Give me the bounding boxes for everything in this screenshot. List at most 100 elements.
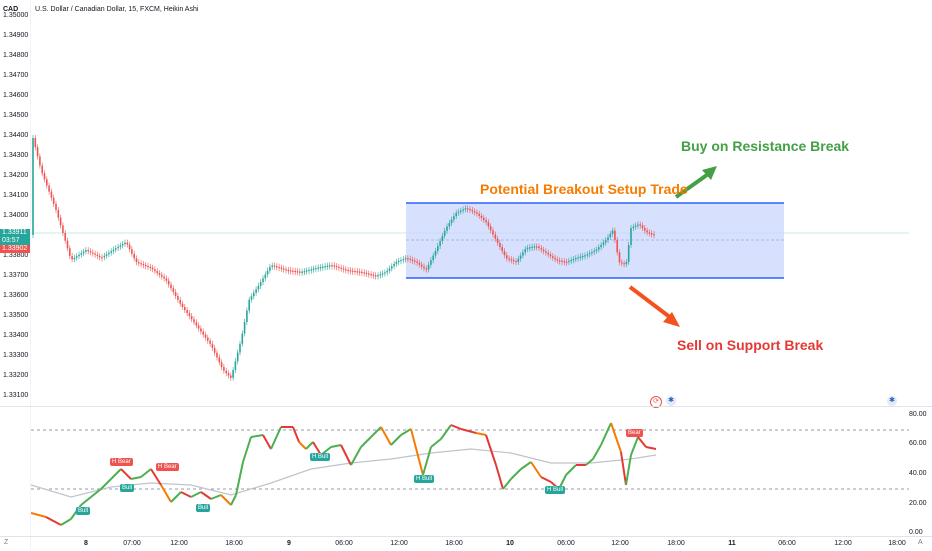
price-chart[interactable] — [31, 0, 909, 405]
candle — [115, 248, 117, 250]
osc-segment — [460, 428, 477, 434]
osc-segment — [220, 494, 232, 506]
candle — [634, 225, 637, 227]
osc-segment — [620, 451, 627, 486]
timezone-toggle[interactable]: Z — [4, 539, 9, 546]
osc-segment — [450, 424, 462, 430]
candle — [420, 264, 423, 267]
candle — [172, 288, 175, 293]
candle — [218, 357, 221, 363]
signal-h-bull: H Bull — [310, 453, 331, 461]
osc-segment — [422, 446, 432, 476]
candle — [287, 270, 290, 272]
candle — [296, 271, 299, 273]
price-axis[interactable] — [0, 0, 31, 550]
alert-clock-icon[interactable]: ⟳ — [650, 396, 662, 408]
candle — [547, 252, 549, 255]
candle — [593, 250, 595, 253]
candle — [335, 266, 338, 268]
candle — [124, 242, 126, 244]
candle — [331, 265, 333, 267]
candle — [71, 256, 73, 260]
price-axis-label: 1.34700 — [3, 72, 29, 79]
candle — [128, 244, 131, 250]
candle — [487, 222, 490, 227]
candle — [232, 370, 234, 378]
time-axis[interactable]: 8 07:00 12:00 18:00 9 06:00 12:00 18:00 … — [0, 536, 932, 551]
candle — [73, 257, 76, 260]
candle — [577, 257, 579, 259]
osc-segment — [502, 478, 512, 490]
candle — [253, 292, 255, 297]
candle — [220, 362, 223, 368]
candle — [64, 233, 66, 241]
candle — [623, 263, 625, 265]
candle — [639, 224, 641, 226]
osc-segment — [540, 476, 552, 483]
candle — [529, 247, 531, 249]
low-price-tag: 1.33902 — [0, 245, 30, 253]
candle — [568, 260, 570, 263]
candle — [450, 219, 453, 224]
candle — [400, 260, 402, 262]
candle — [59, 217, 62, 226]
candle — [489, 226, 492, 231]
candle — [494, 234, 497, 239]
candle — [57, 210, 60, 218]
osc-segment — [330, 444, 342, 448]
signal-bull: Bull — [120, 484, 135, 492]
oscillator-chart[interactable] — [31, 407, 909, 536]
signal-h-bull: H Bull — [545, 486, 566, 494]
us-flag-icon-right[interactable]: ✱ — [887, 396, 897, 406]
candle — [96, 254, 99, 257]
candle — [607, 237, 609, 241]
candle — [650, 233, 653, 235]
candle — [549, 254, 552, 257]
candle — [503, 251, 506, 256]
time-label: 18:00 — [445, 540, 463, 547]
candle — [508, 258, 510, 260]
setup-annotation: Potential Breakout Setup Trade — [480, 181, 688, 197]
candle — [105, 254, 108, 256]
candle — [103, 255, 106, 258]
candle — [34, 138, 37, 148]
candle — [395, 261, 398, 264]
candle — [630, 228, 632, 246]
time-label: 12:00 — [390, 540, 408, 547]
us-flag-icon[interactable]: ✱ — [666, 396, 676, 406]
time-label: 9 — [287, 540, 291, 547]
candle — [207, 337, 209, 341]
osc-axis-label: 0.00 — [909, 529, 923, 536]
price-axis-label: 1.33100 — [3, 392, 29, 399]
candle — [75, 256, 78, 258]
pane-separator[interactable] — [0, 406, 932, 407]
candle — [46, 179, 48, 186]
candle — [227, 373, 230, 376]
candle — [285, 269, 287, 271]
candle — [78, 254, 80, 257]
price-axis-label: 1.33400 — [3, 332, 29, 339]
candle — [524, 249, 526, 253]
auto-scale-toggle[interactable]: A — [918, 539, 923, 546]
candle — [282, 268, 285, 270]
candle — [446, 226, 448, 231]
candle — [384, 272, 386, 274]
time-label: 18:00 — [225, 540, 243, 547]
candle — [545, 251, 547, 253]
candle — [241, 333, 244, 344]
candle — [163, 276, 165, 279]
candle — [483, 217, 485, 221]
candle — [246, 310, 248, 322]
candle — [579, 256, 582, 258]
candle — [416, 261, 418, 263]
candle — [563, 261, 566, 263]
candle — [280, 267, 283, 269]
candle — [41, 165, 43, 174]
candle — [575, 258, 577, 260]
candle — [301, 271, 303, 273]
price-axis-label: 1.33800 — [3, 252, 29, 259]
osc-segment — [410, 428, 424, 476]
breakout-box[interactable] — [406, 203, 784, 278]
osc-main-line — [31, 422, 657, 526]
candle — [144, 264, 147, 267]
